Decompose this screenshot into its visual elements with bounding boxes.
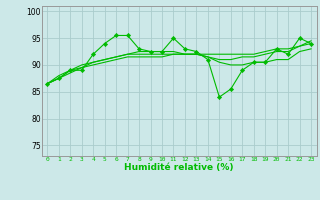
X-axis label: Humidité relative (%): Humidité relative (%) — [124, 163, 234, 172]
